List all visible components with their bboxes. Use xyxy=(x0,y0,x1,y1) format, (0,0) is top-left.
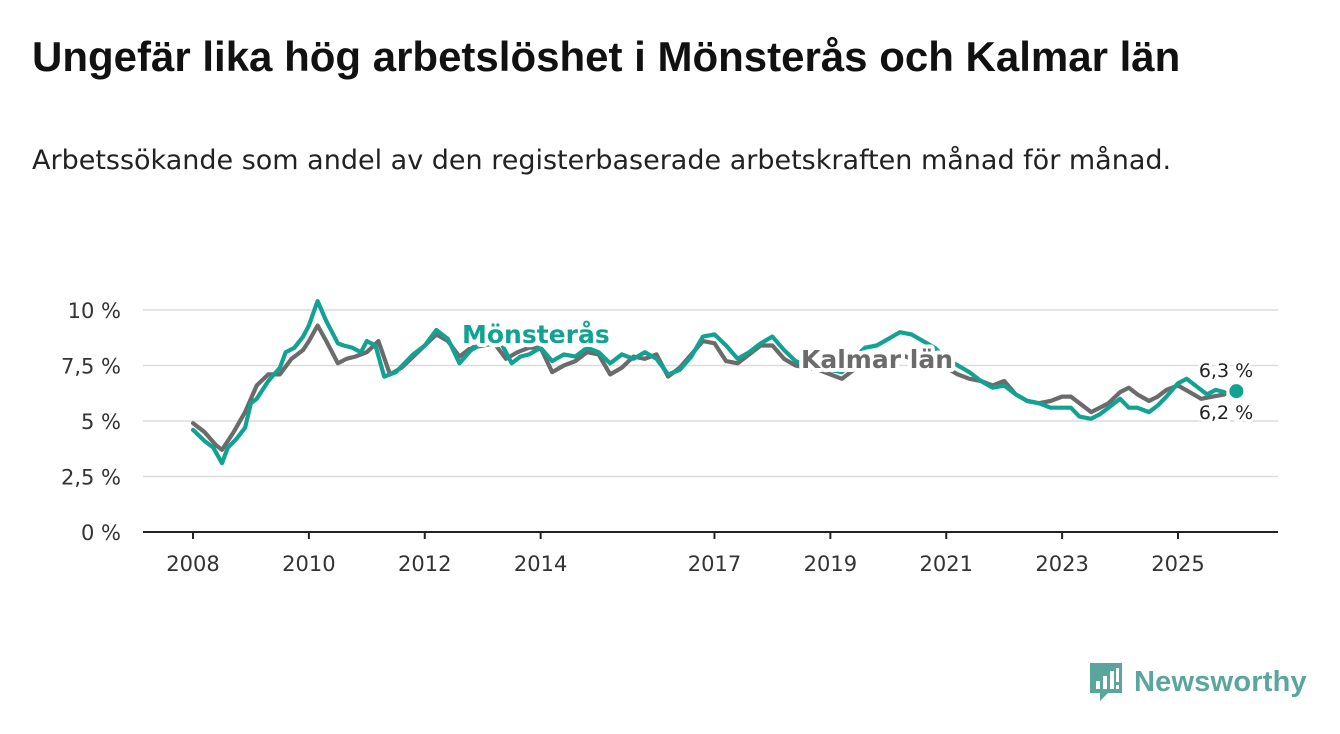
chart-title: Ungefär lika hög arbetslöshet i Mönsterå… xyxy=(32,33,1181,80)
series-label-kalmar: Kalmar län xyxy=(801,345,953,374)
y-tick-label: 2,5 % xyxy=(61,466,121,490)
x-tick-label: 2021 xyxy=(920,552,973,576)
x-tick-label: 2025 xyxy=(1151,552,1204,576)
series-labels: Mönsterås Kalmar län 6,3 % 6,2 % xyxy=(458,316,1256,427)
x-tick-label: 2019 xyxy=(804,552,857,576)
x-tick-label: 2014 xyxy=(514,552,567,576)
series-line-monsteras xyxy=(190,299,1227,466)
brand-name: Newsworthy xyxy=(1134,665,1307,698)
chart-subtitle: Arbetssökande som andel av den registerb… xyxy=(32,145,1172,176)
x-axis: 2008 2010 2012 2014 2017 2019 2021 2023 2025 xyxy=(143,531,1278,576)
newsworthy-logo: Newsworthy xyxy=(1088,660,1307,704)
bar-chart-alert-icon xyxy=(1090,663,1122,701)
series-line-kalmar xyxy=(190,323,1227,452)
x-tick-label: 2012 xyxy=(398,552,451,576)
y-tick-label: 10 % xyxy=(68,299,121,323)
series-end-dot xyxy=(1229,384,1244,399)
series-lines xyxy=(190,299,1244,466)
y-tick-label: 7,5 % xyxy=(61,355,121,379)
y-tick-label: 5 % xyxy=(81,410,121,434)
x-tick-label: 2023 xyxy=(1035,552,1088,576)
x-tick-label: 2008 xyxy=(166,552,219,576)
end-label-kalmar: 6,2 % xyxy=(1199,402,1253,424)
x-tick-label: 2010 xyxy=(282,552,335,576)
x-tick-label: 2017 xyxy=(688,552,741,576)
series-label-monsteras: Mönsterås xyxy=(462,320,610,349)
gridlines xyxy=(143,309,1278,478)
y-axis: 0 % 2,5 % 5 % 7,5 % 10 % xyxy=(61,299,121,545)
y-tick-label: 0 % xyxy=(81,521,121,545)
end-label-monsteras: 6,3 % xyxy=(1199,360,1253,382)
